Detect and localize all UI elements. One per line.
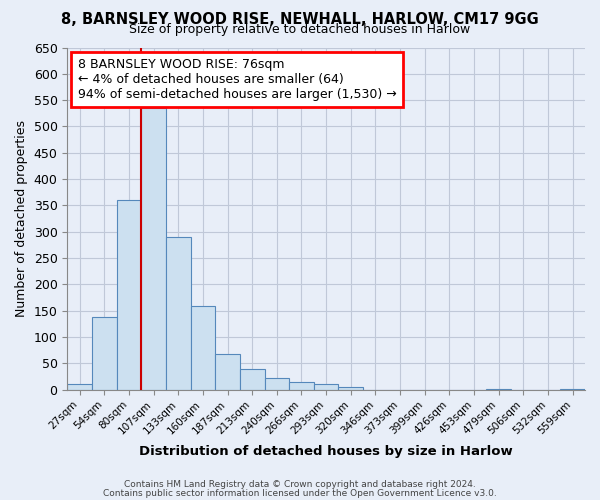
Text: Size of property relative to detached houses in Harlow: Size of property relative to detached ho… xyxy=(130,22,470,36)
Bar xyxy=(314,384,338,390)
Bar xyxy=(92,317,116,390)
X-axis label: Distribution of detached houses by size in Harlow: Distribution of detached houses by size … xyxy=(139,444,513,458)
Bar xyxy=(67,384,92,390)
Text: Contains HM Land Registry data © Crown copyright and database right 2024.: Contains HM Land Registry data © Crown c… xyxy=(124,480,476,489)
Text: 8, BARNSLEY WOOD RISE, NEWHALL, HARLOW, CM17 9GG: 8, BARNSLEY WOOD RISE, NEWHALL, HARLOW, … xyxy=(61,12,539,28)
Bar xyxy=(240,368,265,390)
Bar xyxy=(289,382,314,390)
Y-axis label: Number of detached properties: Number of detached properties xyxy=(15,120,28,317)
Bar xyxy=(265,378,289,390)
Bar xyxy=(560,388,585,390)
Bar xyxy=(116,200,141,390)
Bar xyxy=(191,306,215,390)
Bar xyxy=(338,387,363,390)
Text: 8 BARNSLEY WOOD RISE: 76sqm
← 4% of detached houses are smaller (64)
94% of semi: 8 BARNSLEY WOOD RISE: 76sqm ← 4% of deta… xyxy=(77,58,397,101)
Text: Contains public sector information licensed under the Open Government Licence v3: Contains public sector information licen… xyxy=(103,488,497,498)
Bar xyxy=(487,388,511,390)
Bar xyxy=(215,354,240,390)
Bar xyxy=(141,108,166,390)
Bar xyxy=(166,237,191,390)
